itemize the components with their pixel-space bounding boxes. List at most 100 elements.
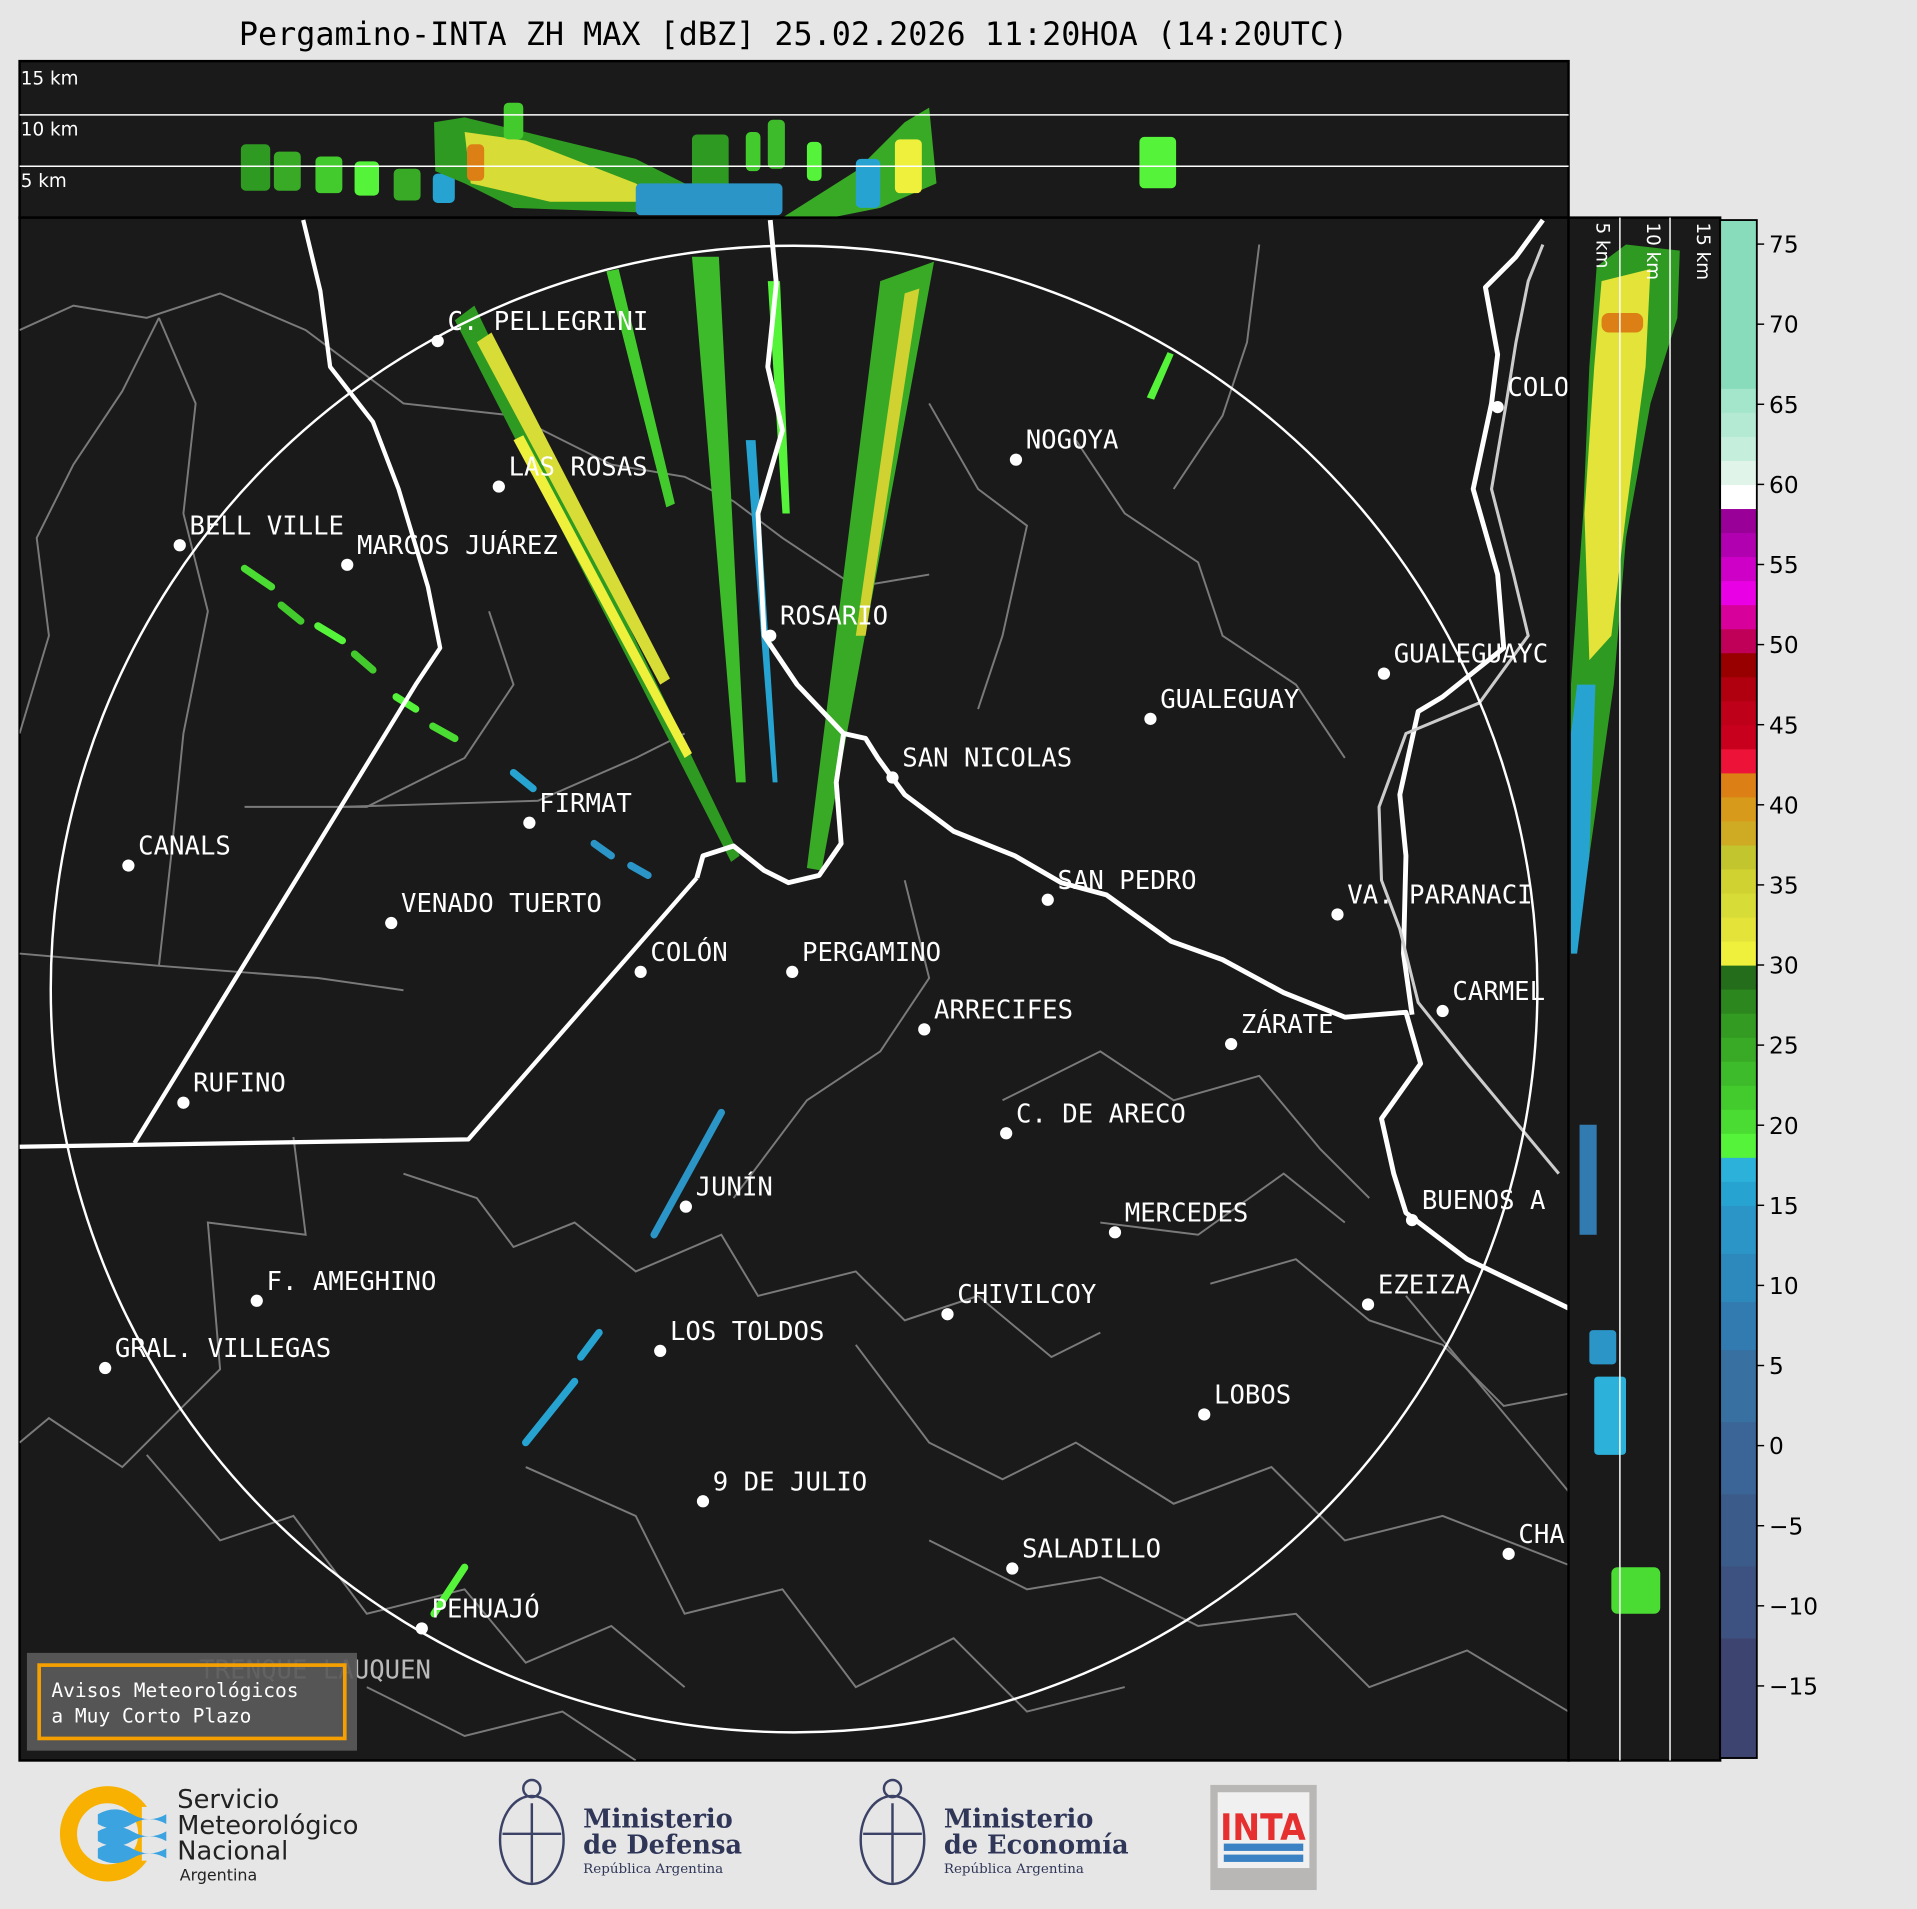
colorbar-tick-label: 20 — [1769, 1113, 1799, 1140]
warnings-legend-box[interactable]: Avisos Meteorológicos a Muy Corto Plazo — [26, 1652, 358, 1751]
radar-map[interactable]: C. PELLEGRINI LAS ROSAS BELL VILLE MARCOS J… — [18, 216, 1570, 1762]
colorbar-tick-label: 35 — [1769, 872, 1799, 899]
city-label: VA. PARANACI — [1347, 880, 1532, 910]
city-marker: EZEIZA — [1361, 1270, 1471, 1311]
department-border — [1075, 439, 1346, 759]
city-dot — [1198, 1408, 1211, 1421]
colorbar-band — [1720, 1253, 1757, 1303]
smn-line-4: Argentina — [180, 1865, 257, 1884]
colorbar-band — [1720, 388, 1757, 413]
city-marker: BELL VILLE — [173, 511, 344, 552]
colorbar-tick-label: 30 — [1769, 953, 1799, 980]
colorbar-band — [1720, 700, 1757, 726]
economia-logo: Ministerio de Economía República Argenti… — [859, 1778, 1129, 1886]
colorbar-band — [1720, 844, 1757, 870]
echo-column — [503, 102, 524, 140]
colorbar-band — [1720, 772, 1757, 798]
echo-cell — [1146, 352, 1174, 400]
colorbar-band — [1720, 1493, 1757, 1567]
department-border — [1002, 1050, 1370, 1199]
city-label: NOGOYA — [1026, 426, 1119, 456]
city-label: VENADO TUERTO — [401, 889, 602, 919]
city-label: F. AMEGHINO — [267, 1267, 437, 1297]
city-dot — [177, 1096, 190, 1109]
colorbar-band — [1720, 484, 1757, 510]
defensa-logo: Ministerio de Defensa República Argentin… — [498, 1778, 742, 1886]
city-label: PEHUAJÓ — [432, 1592, 540, 1624]
city-label: SALADILLO — [1022, 1535, 1161, 1565]
radar-range-ring — [49, 244, 1539, 1734]
echo-streak — [314, 622, 347, 645]
city-dot — [696, 1495, 710, 1508]
city-label: GUALEGUAYC — [1394, 640, 1548, 670]
city-label: PERGAMINO — [802, 938, 941, 968]
city-label: BELL VILLE — [190, 511, 344, 541]
echo-streak — [577, 1328, 603, 1361]
city-dot — [1144, 712, 1157, 725]
city-marker: NOGOYA — [1009, 426, 1119, 466]
city-dot — [122, 859, 135, 872]
city-dot — [1377, 667, 1391, 680]
city-dot — [1009, 453, 1023, 466]
city-marker: RUFINO — [177, 1069, 286, 1109]
colorbar-band — [1720, 1421, 1757, 1495]
echo-cell — [855, 288, 920, 636]
city-dot — [634, 965, 647, 979]
city-dot — [415, 1622, 428, 1635]
city-marker: CANALS — [122, 832, 231, 872]
echo-column — [240, 144, 271, 191]
top-label-15km: 15 km — [21, 68, 79, 89]
echo-streak — [350, 650, 377, 674]
city-dot — [1041, 893, 1054, 906]
city-label: CARMEL — [1452, 977, 1545, 1007]
city-marker: VENADO TUERTO — [385, 889, 602, 930]
city-marker: CHIVILCOY — [941, 1280, 1096, 1321]
city-dot — [250, 1294, 263, 1307]
city-labels: C. PELLEGRINI LAS ROSAS BELL VILLE MARCOS J… — [99, 307, 1569, 1686]
colorbar-tick-label: −15 — [1769, 1673, 1818, 1700]
inta-logo: INTA — [1210, 1784, 1317, 1891]
echo-column — [855, 158, 881, 208]
city-marker: ARRECIFES — [918, 995, 1073, 1036]
echo-streak — [650, 1108, 725, 1239]
city-dot — [173, 539, 186, 552]
colorbar-band — [1720, 1085, 1757, 1110]
echo-column — [1594, 1376, 1627, 1455]
city-label: JUNÍN — [696, 1171, 773, 1203]
national-coat-of-arms-icon — [859, 1778, 926, 1886]
side-label-5km: 5 km — [1592, 223, 1613, 269]
city-label: LOBOS — [1214, 1380, 1291, 1410]
city-marker: ZÁRATE — [1225, 1008, 1334, 1051]
echo-streak — [240, 564, 276, 591]
top-label-5km: 5 km — [21, 171, 67, 192]
city-label: CHIVILCOY — [957, 1280, 1096, 1310]
colorbar-tick-label: 75 — [1769, 232, 1799, 259]
city-dot — [1225, 1037, 1238, 1051]
plot-title: Pergamino-INTA ZH MAX [dBZ] 25.02.2026 1… — [239, 17, 1348, 53]
city-dot — [1331, 908, 1344, 921]
colorbar-band — [1720, 724, 1757, 750]
colorbar-tick-label: 10 — [1769, 1273, 1799, 1300]
defensa-line-1: Ministerio — [583, 1805, 733, 1835]
side-label-10km: 10 km — [1642, 223, 1663, 281]
colorbar-band — [1720, 508, 1757, 534]
city-marker: LOS TOLDOS — [654, 1317, 824, 1358]
department-borders — [19, 244, 1569, 1761]
city-marker: 9 DE JULIO — [696, 1467, 867, 1508]
colorbar-tick-label: −5 — [1769, 1513, 1803, 1540]
department-border — [1210, 1258, 1569, 1407]
echo-streak — [627, 861, 652, 880]
echo-cell — [606, 268, 675, 508]
colorbar-band — [1720, 748, 1757, 774]
city-label: CHA — [1518, 1520, 1564, 1550]
city-marker: C. DE ARECO — [1000, 1099, 1186, 1140]
echo-column — [745, 132, 761, 172]
city-dot — [431, 334, 444, 348]
economia-line-2: de Economía — [944, 1830, 1129, 1860]
colorbar-band — [1720, 1349, 1757, 1423]
city-label: ZÁRATE — [1241, 1008, 1334, 1040]
colorbar-band — [1720, 652, 1757, 678]
echo-column — [354, 161, 380, 196]
